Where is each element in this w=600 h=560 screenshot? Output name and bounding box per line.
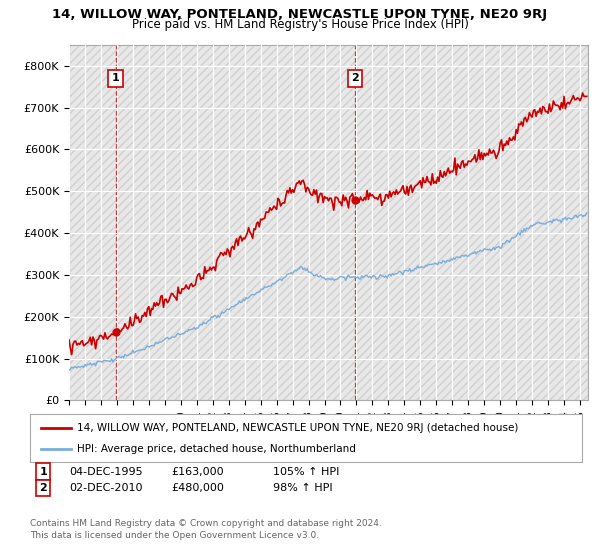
Text: HPI: Average price, detached house, Northumberland: HPI: Average price, detached house, Nort… [77,444,356,454]
Text: 2: 2 [351,73,359,83]
Text: This data is licensed under the Open Government Licence v3.0.: This data is licensed under the Open Gov… [30,531,319,540]
Text: 14, WILLOW WAY, PONTELAND, NEWCASTLE UPON TYNE, NE20 9RJ (detached house): 14, WILLOW WAY, PONTELAND, NEWCASTLE UPO… [77,423,518,433]
Text: 2: 2 [40,483,47,493]
Text: 1: 1 [40,466,47,477]
Text: 14, WILLOW WAY, PONTELAND, NEWCASTLE UPON TYNE, NE20 9RJ: 14, WILLOW WAY, PONTELAND, NEWCASTLE UPO… [52,8,548,21]
Text: 02-DEC-2010: 02-DEC-2010 [69,483,143,493]
Text: £480,000: £480,000 [171,483,224,493]
Text: 105% ↑ HPI: 105% ↑ HPI [273,466,340,477]
Text: £163,000: £163,000 [171,466,224,477]
Text: 1: 1 [112,73,119,83]
Text: 04-DEC-1995: 04-DEC-1995 [69,466,143,477]
Text: Contains HM Land Registry data © Crown copyright and database right 2024.: Contains HM Land Registry data © Crown c… [30,519,382,528]
Text: 98% ↑ HPI: 98% ↑ HPI [273,483,332,493]
Text: Price paid vs. HM Land Registry's House Price Index (HPI): Price paid vs. HM Land Registry's House … [131,18,469,31]
